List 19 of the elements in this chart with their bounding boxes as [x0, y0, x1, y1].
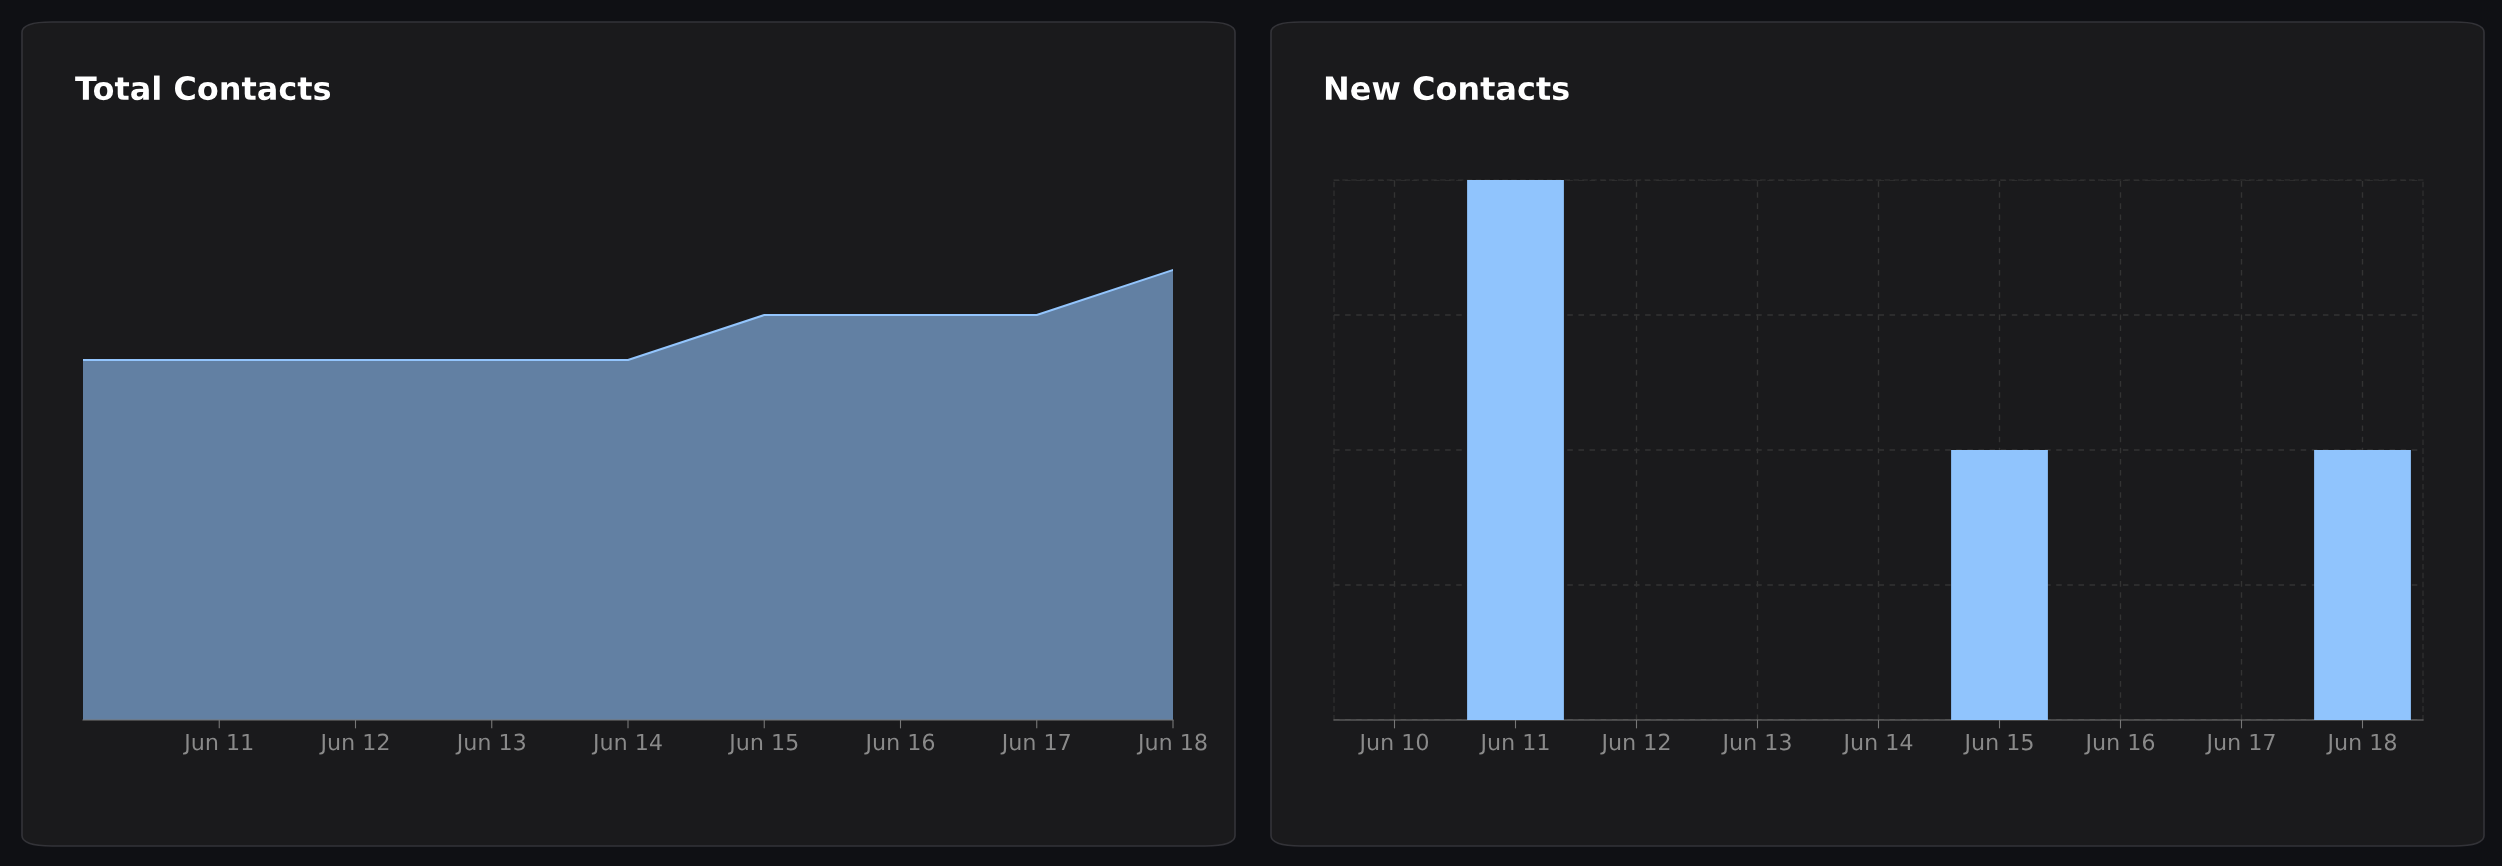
- x-tick-label: Jun 15: [728, 733, 798, 755]
- x-tick-label: Jun 12: [1600, 733, 1670, 755]
- x-tick-label: Jun 17: [2205, 733, 2275, 755]
- x-tick-label: Jun 18: [2326, 733, 2397, 755]
- x-tick-label: Jun 12: [319, 733, 389, 755]
- x-tick-label: Jun 11: [1479, 733, 1549, 755]
- x-tick-label: Jun 14: [1842, 733, 1913, 755]
- x-tick-label: Jun 13: [455, 733, 525, 755]
- x-tick-label: Jun 11: [183, 733, 253, 755]
- x-tick-label: Jun 17: [1000, 733, 1070, 755]
- x-tick-label: Jun 18: [1136, 733, 1207, 755]
- chart-title: New Contacts: [1325, 76, 1569, 101]
- x-tick-label: Jun 14: [591, 733, 662, 755]
- x-tick-label: Jun 13: [1721, 733, 1791, 755]
- x-tick-label: Jun 10: [1358, 733, 1429, 755]
- x-tick-label: Jun 15: [1963, 733, 2033, 755]
- chart-title: Total Contacts: [75, 75, 331, 101]
- x-tick-label: Jun 16: [2084, 733, 2155, 755]
- x-tick-label: Jun 16: [864, 733, 935, 755]
